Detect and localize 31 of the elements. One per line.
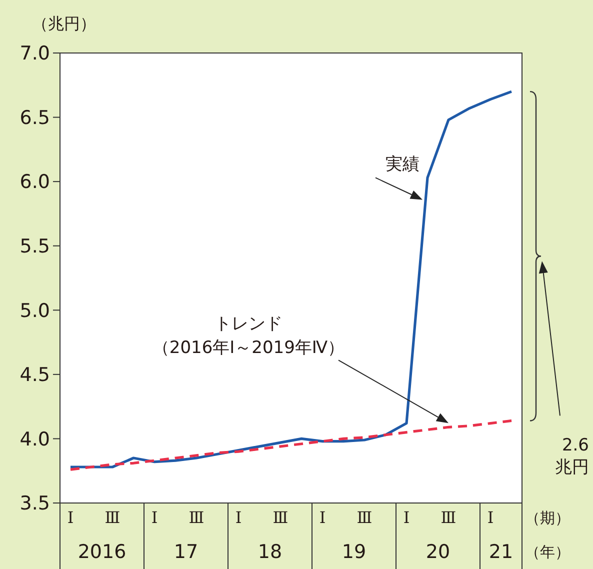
- text: 2016: [78, 541, 126, 563]
- x-tick-label: Ⅲ: [272, 508, 288, 527]
- y-tick-label: 4.5: [20, 364, 50, 386]
- y-tick-label: 3.5: [20, 492, 50, 515]
- y-tick-label: 5.5: [20, 236, 50, 258]
- x-tick-label: Ⅰ: [235, 508, 242, 527]
- text: トレンド（2016年Ⅰ～2019年Ⅳ）: [152, 314, 345, 358]
- x-tick-label: Ⅲ: [440, 508, 456, 527]
- text: 21: [488, 541, 514, 563]
- text: 2.6 兆円: [555, 436, 589, 478]
- y-tick-label: 6.5: [20, 106, 50, 129]
- x-tick-label: Ⅰ: [403, 508, 410, 527]
- text: 17: [174, 541, 198, 563]
- series-label: 実績: [386, 154, 420, 175]
- x-tick-label: Ⅰ: [319, 508, 326, 527]
- y-tick-label: 6.0: [20, 171, 50, 194]
- y-tick-label: 7.0: [20, 42, 50, 65]
- text: 19: [342, 541, 366, 563]
- x-tick-label: Ⅲ: [188, 508, 204, 527]
- x-tick-label: Ⅰ: [487, 508, 494, 527]
- text: （年）: [525, 543, 570, 561]
- x-axis-title: （期）: [525, 509, 570, 527]
- x-tick-label: Ⅰ: [151, 508, 158, 527]
- y-axis-title: （兆円）: [32, 14, 96, 33]
- x-tick-label: Ⅲ: [356, 508, 372, 527]
- text: 20: [426, 541, 450, 563]
- x-tick-label: Ⅲ: [104, 508, 120, 527]
- x-tick-label: Ⅰ: [67, 508, 74, 527]
- y-tick-label: 5.0: [20, 300, 50, 322]
- y-tick-label: 4.0: [20, 428, 50, 450]
- text: 18: [258, 541, 282, 563]
